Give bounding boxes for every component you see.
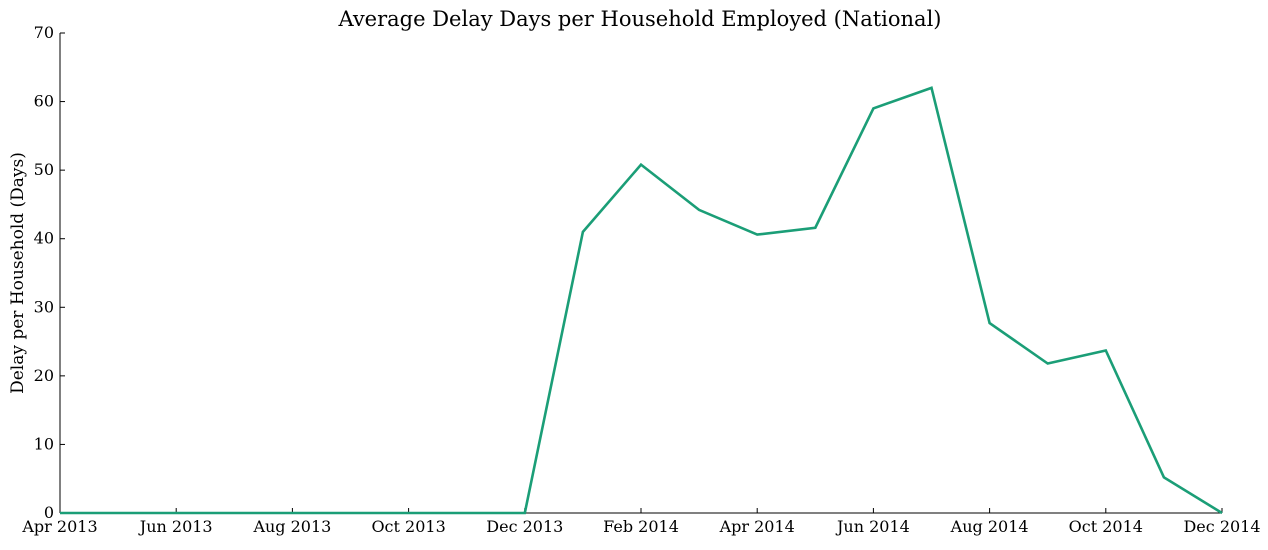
y-tick-label: 10 xyxy=(34,434,54,453)
y-tick-label: 40 xyxy=(34,229,54,248)
x-tick-label: Aug 2014 xyxy=(950,517,1029,536)
y-tick-label: 50 xyxy=(34,160,54,179)
x-tick-label: Oct 2014 xyxy=(1069,517,1143,536)
x-tick-label: Jun 2013 xyxy=(138,517,213,536)
axes xyxy=(60,33,1222,513)
y-tick-label: 70 xyxy=(34,23,54,42)
y-tick-label: 20 xyxy=(34,366,54,385)
x-tick-label: Feb 2014 xyxy=(603,517,679,536)
x-tick-label: Apr 2014 xyxy=(719,517,795,536)
y-tick-label: 30 xyxy=(34,297,54,316)
x-tick-label: Dec 2014 xyxy=(1183,517,1260,536)
x-tick-label: Aug 2013 xyxy=(252,517,331,536)
x-tick-label: Dec 2013 xyxy=(486,517,563,536)
chart-title: Average Delay Days per Household Employe… xyxy=(338,7,942,31)
x-tick-label: Apr 2013 xyxy=(21,517,97,536)
series-layer xyxy=(60,88,1222,513)
series-line-0 xyxy=(60,88,1222,513)
y-axis-label: Delay per Household (Days) xyxy=(8,152,28,394)
x-tick-label: Oct 2013 xyxy=(371,517,445,536)
y-tick-label: 60 xyxy=(34,92,54,111)
x-tick-label: Jun 2014 xyxy=(835,517,910,536)
